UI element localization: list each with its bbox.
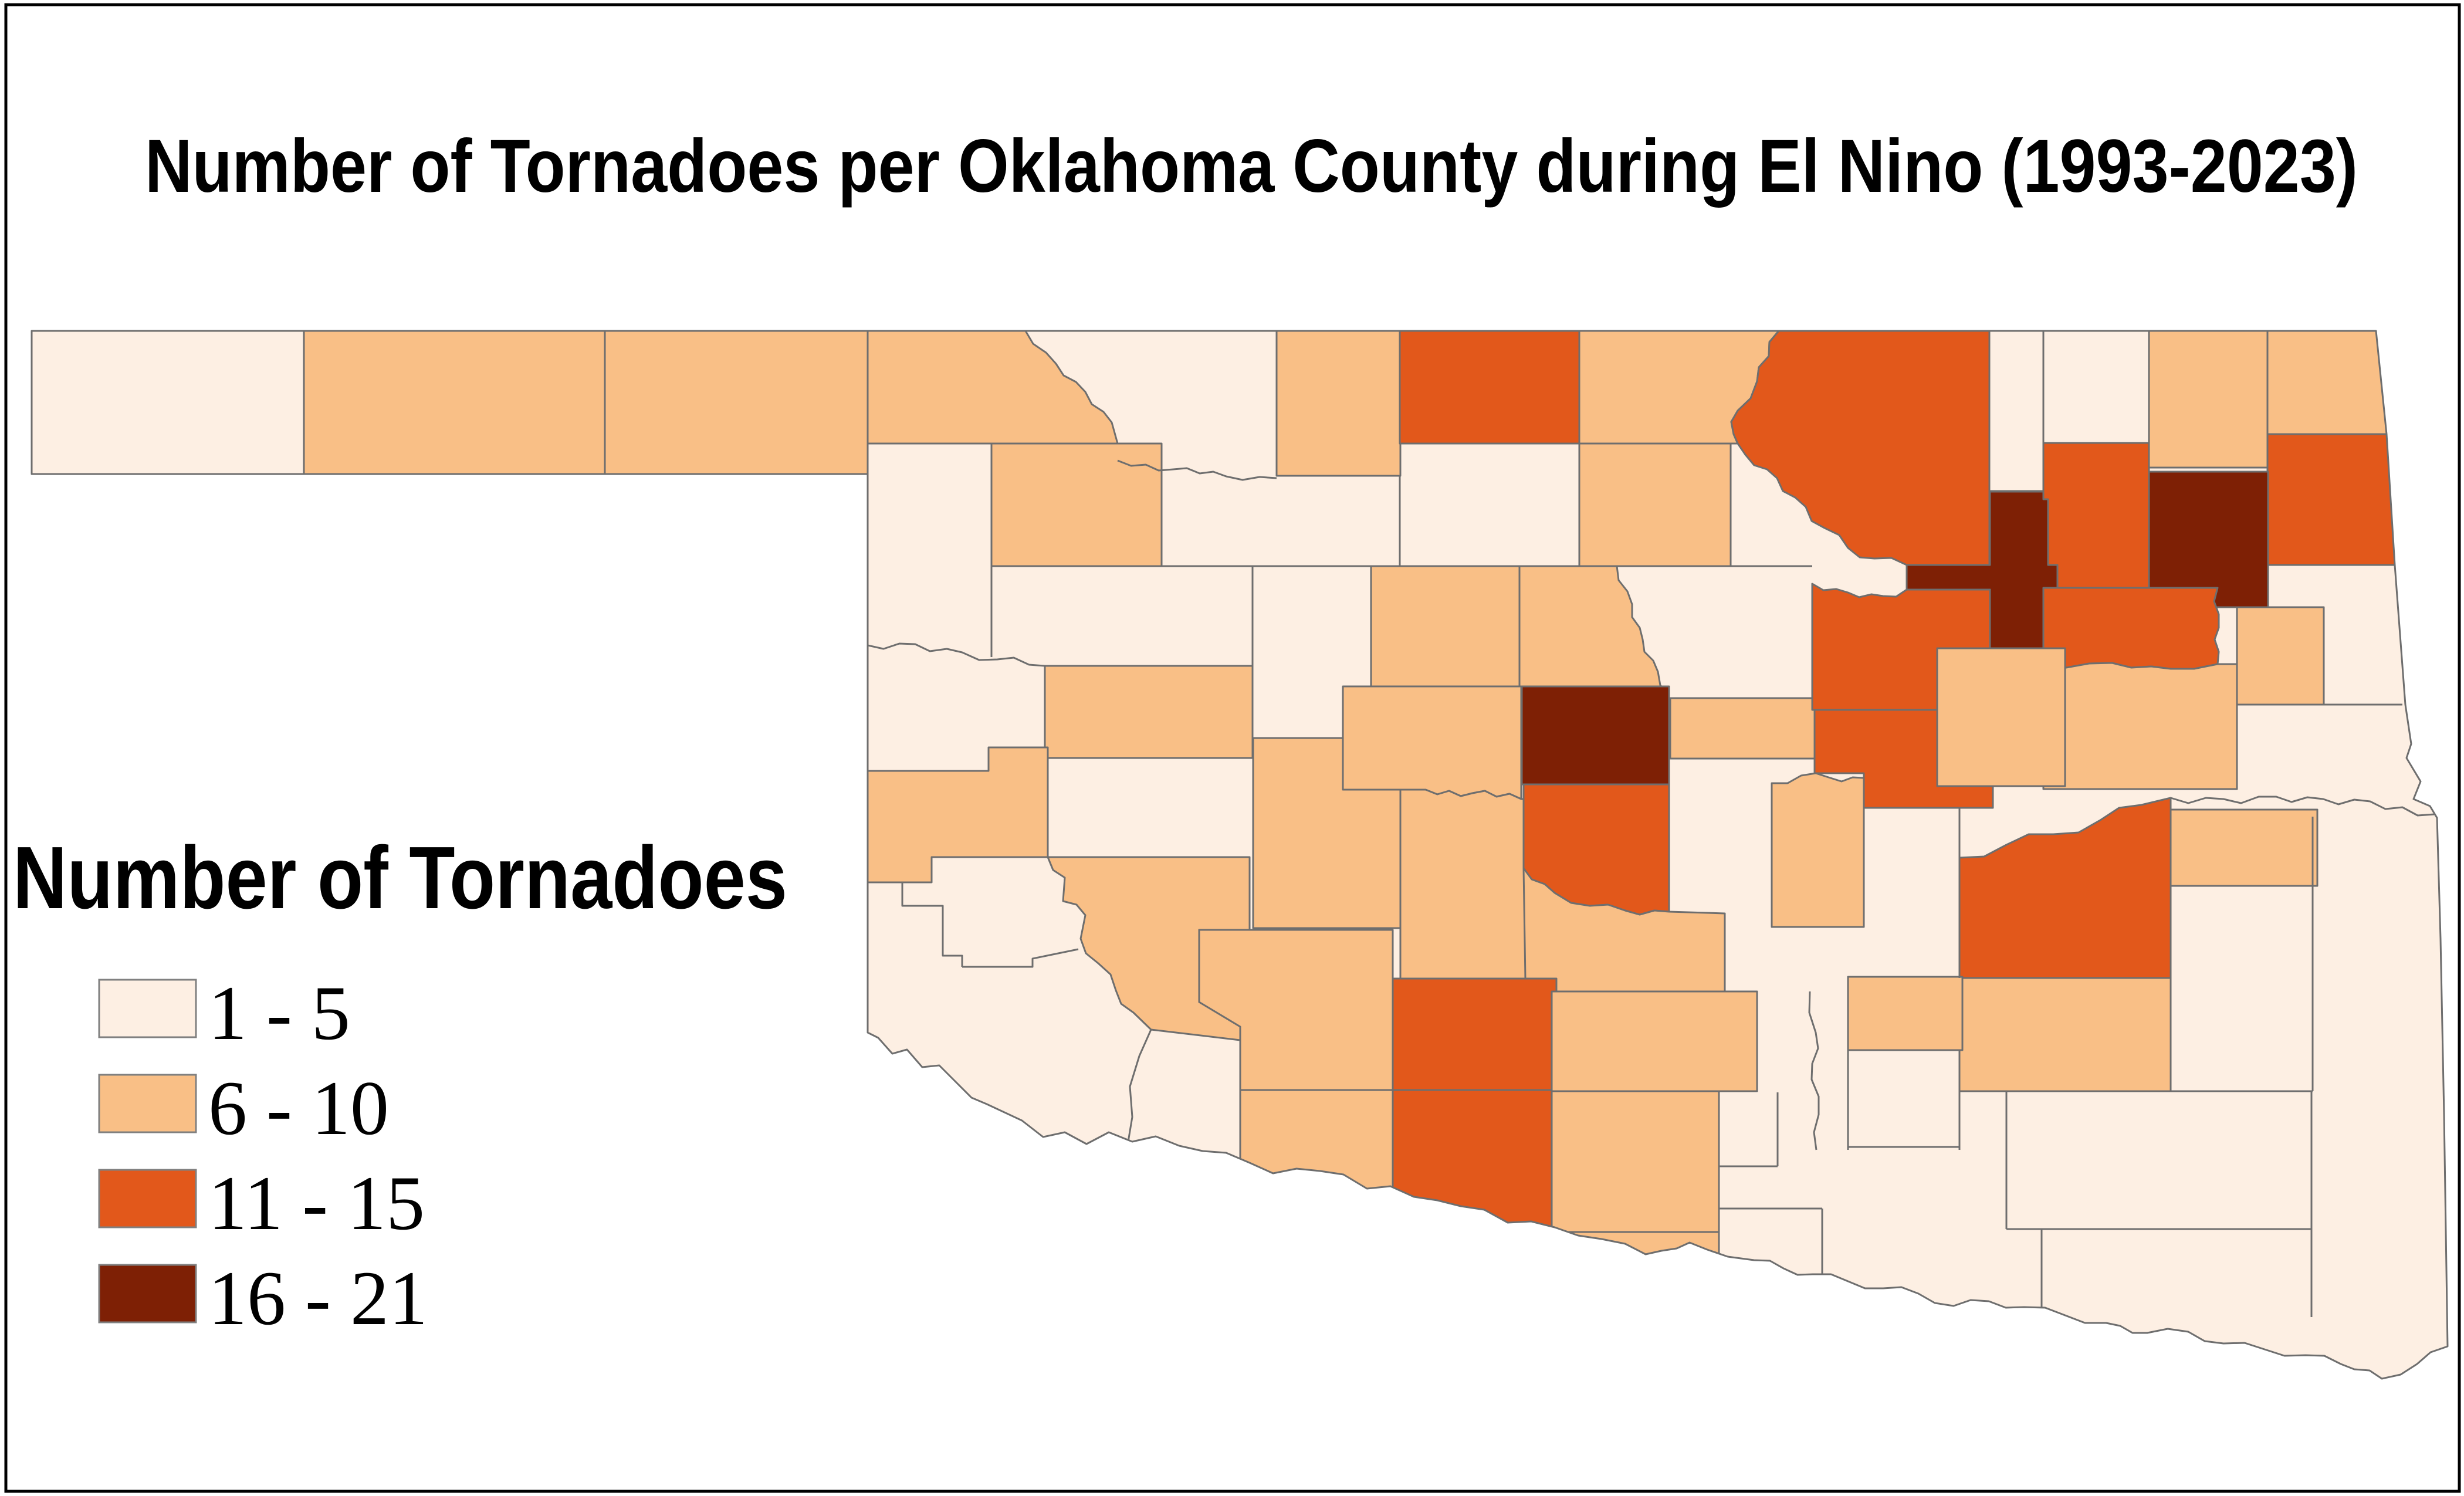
svg-text:Number of Tornadoes: Number of Tornadoes (13, 828, 787, 927)
svg-text:11 - 15: 11 - 15 (208, 1160, 425, 1246)
svg-text:1 - 5: 1 - 5 (208, 970, 350, 1056)
svg-text:Number of Tornadoes per Oklaho: Number of Tornadoes per Oklahoma County … (145, 124, 2358, 208)
svg-text:16 - 21: 16 - 21 (208, 1255, 428, 1341)
svg-text:6 - 10: 6 - 10 (208, 1065, 389, 1151)
